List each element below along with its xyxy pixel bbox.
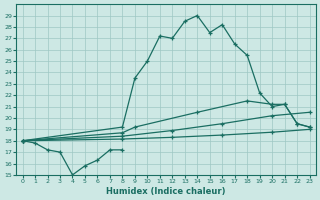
- X-axis label: Humidex (Indice chaleur): Humidex (Indice chaleur): [106, 187, 226, 196]
